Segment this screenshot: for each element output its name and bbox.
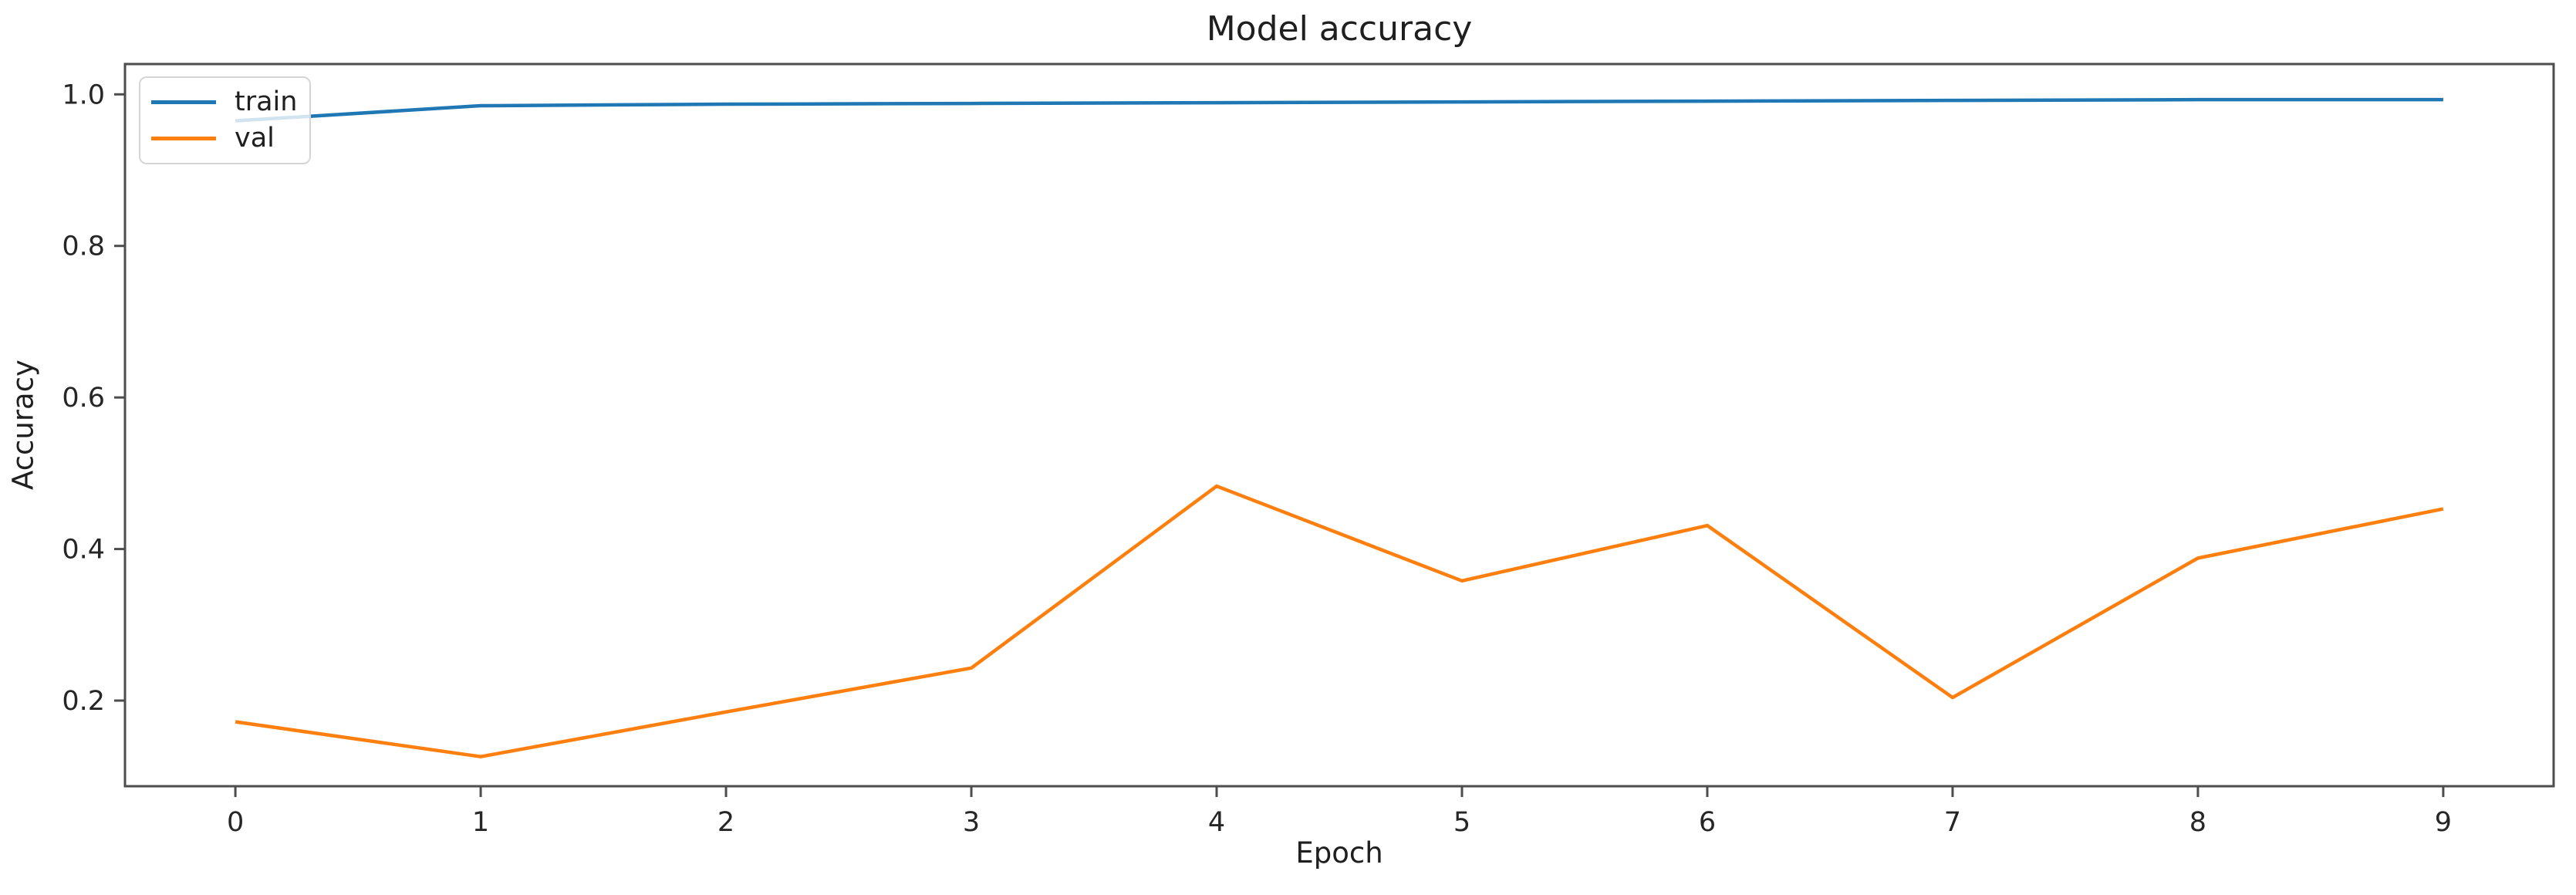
x-tick-label: 1 bbox=[472, 807, 489, 838]
y-tick-label: 0.6 bbox=[62, 383, 105, 414]
x-tick-label: 3 bbox=[963, 807, 980, 838]
y-tick-label: 0.2 bbox=[62, 686, 105, 717]
y-tick-label: 0.8 bbox=[62, 231, 105, 262]
x-tick-label: 9 bbox=[2435, 807, 2452, 838]
y-axis-label: Accuracy bbox=[6, 360, 40, 490]
x-tick-label: 2 bbox=[717, 807, 734, 838]
x-tick-label: 6 bbox=[1699, 807, 1716, 838]
x-tick-label: 7 bbox=[1944, 807, 1961, 838]
chart-title: Model accuracy bbox=[1206, 9, 1473, 49]
x-axis-label: Epoch bbox=[1295, 836, 1383, 870]
x-tick-label: 5 bbox=[1453, 807, 1470, 838]
legend-row-train: train bbox=[140, 89, 309, 116]
x-tick-label: 0 bbox=[227, 807, 244, 838]
series-line-train bbox=[235, 97, 2443, 123]
legend: train val bbox=[139, 76, 311, 164]
y-tick-label: 0.4 bbox=[62, 535, 105, 566]
legend-label-val: val bbox=[235, 123, 275, 154]
x-tick-label: 4 bbox=[1208, 807, 1225, 838]
legend-label-train: train bbox=[235, 86, 298, 117]
series-line-val bbox=[235, 484, 2444, 758]
legend-handle-train bbox=[151, 100, 216, 104]
y-tick-label: 1.0 bbox=[62, 79, 105, 110]
axes-spines bbox=[123, 62, 2555, 788]
legend-handle-val bbox=[151, 137, 216, 140]
legend-row-val: val bbox=[140, 125, 309, 152]
x-tick-label: 8 bbox=[2189, 807, 2206, 838]
